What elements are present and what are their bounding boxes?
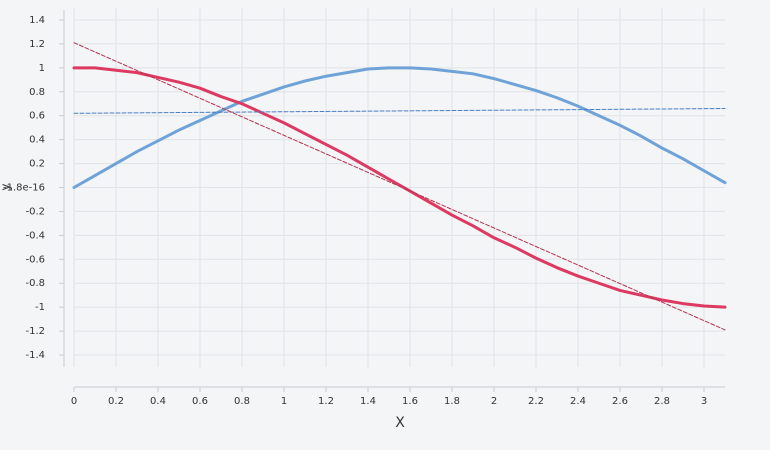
y-tick-label: 0.2 (29, 159, 45, 170)
x-tick-label: 2.4 (570, 396, 586, 407)
x-tick-label: 2.2 (528, 396, 544, 407)
y-tick-label: 0.8 (29, 87, 45, 98)
y-tick-label: -0.6 (25, 254, 45, 265)
trend-line (73, 108, 726, 114)
trend-line (73, 42, 726, 331)
y-tick-label: 1.2 (29, 39, 45, 50)
x-tick-label: 0 (71, 396, 77, 407)
x-tick-label: 1.2 (318, 396, 334, 407)
y-tick-label: -1.8e-16 (3, 183, 45, 194)
y-tick-label: -1 (35, 302, 45, 313)
x-tick-label: 2.8 (654, 396, 670, 407)
x-tick-label: 3 (701, 396, 707, 407)
y-tick-label: 1.4 (29, 15, 45, 26)
y-axis-label: y (0, 183, 13, 190)
x-tick-label: 2.6 (612, 396, 628, 407)
x-tick-label: 1.8 (444, 396, 460, 407)
x-axis-label: X (395, 415, 405, 431)
y-tick-label: 1 (39, 63, 45, 74)
y-tick-label: -1.2 (25, 326, 45, 337)
y-tick-label: -0.4 (25, 230, 45, 241)
y-tick-label: -1.4 (25, 350, 45, 361)
x-tick-label: 1 (281, 396, 287, 407)
y-tick-label: -0.8 (25, 278, 45, 289)
x-tick-label: 1.4 (360, 396, 376, 407)
series-line (72, 66, 727, 309)
y-tick-label: -0.2 (25, 206, 45, 217)
x-tick-label: 0.4 (150, 396, 166, 407)
x-tick-label: 1.6 (402, 396, 418, 407)
y-tick-label: 0.6 (29, 111, 45, 122)
x-tick-label: 2 (491, 396, 497, 407)
x-tick-label: 0.8 (234, 396, 250, 407)
x-tick-label: 0.2 (108, 396, 124, 407)
series-line (72, 66, 727, 189)
x-tick-label: 0.6 (192, 396, 208, 407)
y-tick-label: 0.4 (29, 135, 45, 146)
